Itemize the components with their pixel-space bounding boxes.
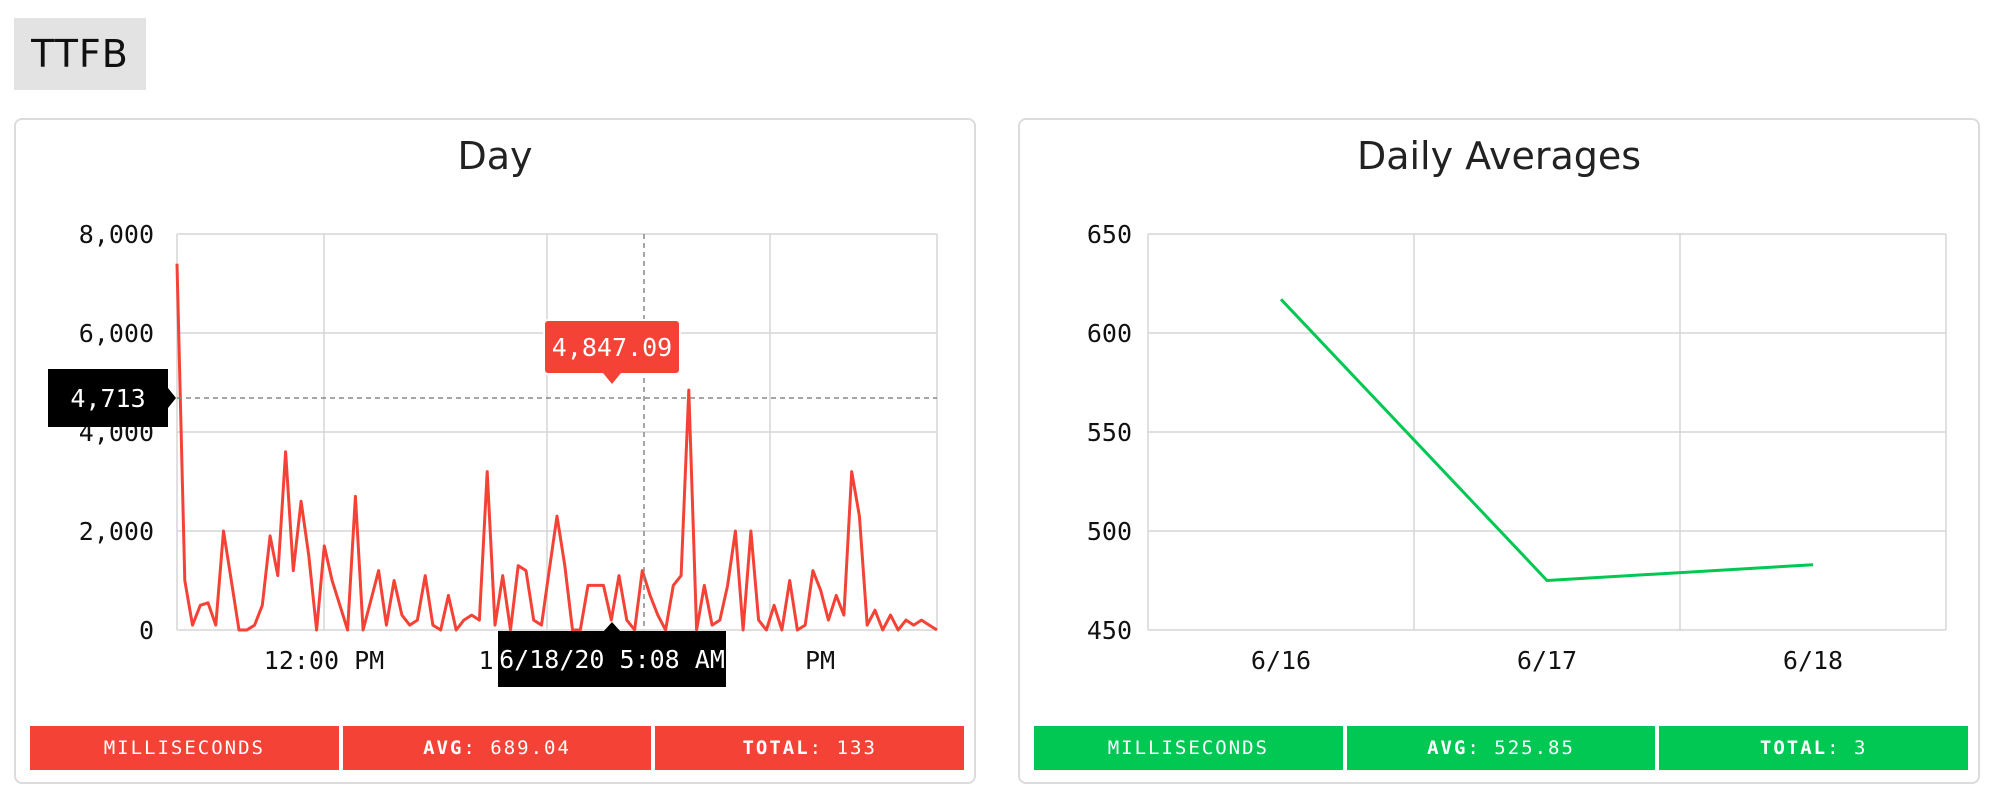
day-grid [176, 233, 938, 631]
daily-averages-chart[interactable]: 650 600 550 500 450 6/16 6/17 6/18 [1020, 120, 1978, 720]
day-x-tick-label: PM [805, 646, 835, 675]
avg-y-tick-label: 550 [1087, 418, 1132, 447]
day-hover-value-tooltip: 4,847.09 [543, 319, 681, 384]
avg-y-ticks: 650 600 550 500 450 [1087, 220, 1132, 645]
day-stats-bar: MILLISECONDS AVG: 689.04 TOTAL: 133 [30, 726, 965, 770]
day-y-tick-label: 6,000 [79, 319, 154, 348]
day-y-tick-label: 2,000 [79, 517, 154, 546]
day-stat-total: TOTAL: 133 [655, 726, 965, 770]
avg-stats-bar: MILLISECONDS AVG: 525.85 TOTAL: 3 [1034, 726, 1969, 770]
daily-averages-title: Daily Averages [1356, 134, 1642, 178]
avg-y-tick-label: 450 [1087, 616, 1132, 645]
svg-text:6/18/20 5:08 AM: 6/18/20 5:08 AM [499, 645, 725, 674]
avg-series-line [1279, 298, 1814, 582]
day-y-tick-label: 8,000 [79, 220, 154, 249]
daily-averages-card: Daily Averages 650 600 550 500 450 6/16 6/17 6… [1018, 118, 1980, 784]
avg-y-tick-label: 650 [1087, 220, 1132, 249]
day-stat-avg: AVG: 689.04 [342, 726, 652, 770]
svg-text:4,847.09: 4,847.09 [552, 333, 672, 362]
day-y-tick-label: 0 [139, 616, 154, 645]
day-x-tick-label: 1 [478, 646, 493, 675]
day-hover-y-label: 4,713 [48, 369, 176, 427]
day-stat-unit: MILLISECONDS [30, 726, 339, 770]
avg-x-tick-label: 6/17 [1517, 646, 1577, 675]
avg-y-tick-label: 500 [1087, 517, 1132, 546]
avg-grid [1147, 233, 1947, 631]
day-series-line [175, 263, 938, 632]
day-chart-title: Day [457, 134, 533, 178]
day-chart-card: Day 8,000 6,000 4,000 2,000 0 12:00 PM 1 PM 4,… [14, 118, 976, 784]
day-hover-x-label: 6/18/20 5:08 AM [498, 622, 726, 687]
section-title: TTFB [14, 18, 146, 90]
avg-stat-unit: MILLISECONDS [1034, 726, 1343, 770]
avg-x-tick-label: 6/16 [1251, 646, 1311, 675]
avg-stat-total: TOTAL: 3 [1659, 726, 1969, 770]
avg-stat-avg: AVG: 525.85 [1346, 726, 1656, 770]
day-x-tick-label: 12:00 PM [264, 646, 384, 675]
avg-y-tick-label: 600 [1087, 319, 1132, 348]
avg-x-tick-label: 6/18 [1783, 646, 1843, 675]
day-x-ticks: 12:00 PM 1 PM [264, 646, 835, 675]
svg-text:4,713: 4,713 [70, 384, 145, 413]
avg-x-ticks: 6/16 6/17 6/18 [1251, 646, 1843, 675]
